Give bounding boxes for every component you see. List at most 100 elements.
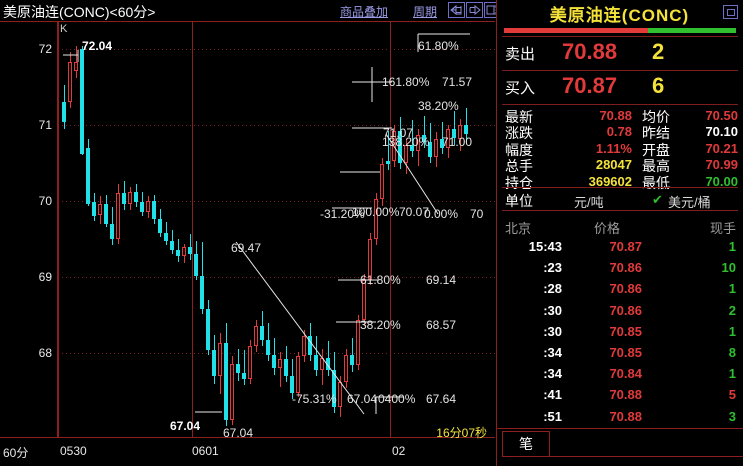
panel-footer: 笔 bbox=[496, 429, 743, 466]
candle-body bbox=[464, 124, 468, 134]
trade-time: :28 bbox=[543, 281, 562, 297]
y-tick-label: 68 bbox=[38, 346, 52, 361]
fib-label: 61.80% bbox=[418, 39, 459, 53]
trade-price: 70.88 bbox=[609, 387, 642, 403]
candle-wick bbox=[244, 350, 245, 386]
trade-price: 70.84 bbox=[609, 366, 642, 382]
trade-price: 70.85 bbox=[609, 323, 642, 339]
candle-body bbox=[200, 275, 204, 310]
fib-label: 161.80% bbox=[382, 75, 430, 89]
candle-body bbox=[128, 191, 132, 204]
fib-label: 0400% bbox=[378, 392, 416, 406]
fib-price: 67.04 bbox=[347, 392, 378, 406]
candle-body bbox=[296, 356, 300, 393]
trade-volume: 2 bbox=[728, 302, 736, 318]
fib-label: 38.20% bbox=[360, 318, 401, 332]
candle-body bbox=[86, 147, 90, 204]
candle-body bbox=[230, 363, 234, 421]
stat-value-left: 1.11% bbox=[595, 140, 632, 156]
x-axis-line bbox=[0, 437, 495, 438]
period-link[interactable]: 周期 bbox=[413, 5, 438, 19]
price-chart-plot[interactable]: K 72 71 70 69 68 bbox=[0, 22, 495, 437]
trade-row[interactable]: :51 70.88 3 bbox=[502, 407, 738, 426]
trade-row[interactable]: 15:43 70.87 1 bbox=[502, 237, 738, 256]
candle-wick bbox=[466, 108, 467, 142]
candle-body bbox=[158, 219, 162, 233]
candle-wick bbox=[280, 351, 281, 387]
grid-line bbox=[58, 124, 495, 126]
bid-ask-ratio-bar bbox=[504, 28, 736, 33]
high-price-marker: 72.04 bbox=[82, 39, 113, 53]
trade-row[interactable]: :41 70.88 5 bbox=[502, 385, 738, 404]
trade-row[interactable]: :30 70.86 2 bbox=[502, 301, 738, 320]
commodity-overlay-link[interactable]: 商品叠加 bbox=[340, 5, 389, 19]
trade-volume: 1 bbox=[728, 281, 736, 297]
candle-body bbox=[374, 199, 378, 240]
candle-body bbox=[338, 382, 342, 407]
candle-body bbox=[104, 203, 108, 224]
candle-body bbox=[434, 138, 438, 157]
stat-row: 最新 70.88 均价 70.50 bbox=[502, 105, 738, 126]
trade-row[interactable]: :30 70.85 1 bbox=[502, 322, 738, 341]
restore-window-icon[interactable] bbox=[723, 5, 738, 19]
grid-line bbox=[58, 353, 495, 355]
fib-label: 138.20% bbox=[382, 135, 430, 149]
trade-row[interactable]: :23 70.86 10 bbox=[502, 258, 738, 277]
ask-label: 卖出 bbox=[505, 46, 536, 63]
trade-price: 70.87 bbox=[609, 239, 642, 254]
trade-row[interactable]: :34 70.85 8 bbox=[502, 343, 738, 362]
candle-body bbox=[170, 240, 174, 250]
candle-body bbox=[242, 373, 246, 380]
ask-volume: 2 bbox=[652, 39, 665, 64]
candle-body bbox=[68, 62, 72, 102]
bid-volume: 6 bbox=[652, 73, 665, 98]
unit-option-cny[interactable]: 元/吨 bbox=[574, 195, 604, 210]
unit-option-usd[interactable]: 美元/桶 bbox=[668, 195, 711, 210]
stat-value-right: 70.10 bbox=[705, 124, 738, 140]
stat-label-right: 最低 bbox=[642, 174, 670, 191]
trade-price: 70.88 bbox=[609, 408, 642, 424]
divider bbox=[502, 70, 738, 71]
candle-body bbox=[62, 101, 66, 122]
arrow-left-icon[interactable] bbox=[448, 2, 465, 18]
stat-value-left: 369602 bbox=[588, 173, 632, 189]
stat-value-left: 70.88 bbox=[599, 108, 632, 123]
trade-row[interactable]: :34 70.84 1 bbox=[502, 364, 738, 383]
candle-body bbox=[380, 164, 384, 200]
candle-body bbox=[290, 376, 294, 393]
fib-label: 38.20% bbox=[418, 99, 459, 113]
candle-body bbox=[266, 339, 270, 355]
candle-body bbox=[182, 246, 186, 256]
stat-row: 持仓 369602 最低 70.00 bbox=[502, 171, 738, 192]
toolbar-divider bbox=[0, 21, 495, 22]
candle-body bbox=[152, 200, 156, 220]
trade-time: :51 bbox=[543, 408, 562, 424]
fib-label: -31.20% bbox=[320, 207, 365, 221]
candle-body bbox=[386, 161, 390, 165]
x-tick-label: 02 bbox=[392, 444, 406, 458]
bid-label: 买入 bbox=[505, 80, 536, 97]
stat-label-right: 均价 bbox=[642, 109, 670, 125]
fib-price: 70 bbox=[470, 207, 484, 221]
fib-price: 69.14 bbox=[426, 273, 457, 287]
x-tick-label: 0601 bbox=[192, 444, 219, 458]
y-axis-line bbox=[57, 22, 58, 437]
candle-body bbox=[188, 246, 192, 255]
trade-volume: 8 bbox=[728, 345, 736, 360]
candle-body bbox=[440, 138, 444, 148]
candle-body bbox=[134, 191, 138, 203]
tick-count-tab[interactable]: 笔 bbox=[502, 431, 550, 457]
stat-row: 涨跌 0.78 昨结 70.10 bbox=[502, 121, 738, 142]
candle-body bbox=[146, 200, 150, 212]
trade-volume: 10 bbox=[721, 260, 736, 276]
trade-volume: 3 bbox=[728, 408, 736, 424]
bid-ask-red-segment bbox=[504, 28, 648, 33]
low-price-label: 67.04 bbox=[223, 426, 254, 437]
stat-value-right: 70.50 bbox=[705, 108, 738, 123]
stat-value-left: 28047 bbox=[595, 157, 632, 173]
arrow-right-icon[interactable] bbox=[466, 2, 483, 18]
candle-body bbox=[206, 309, 210, 351]
candle-body bbox=[458, 124, 462, 139]
trade-row[interactable]: :28 70.86 1 bbox=[502, 279, 738, 298]
